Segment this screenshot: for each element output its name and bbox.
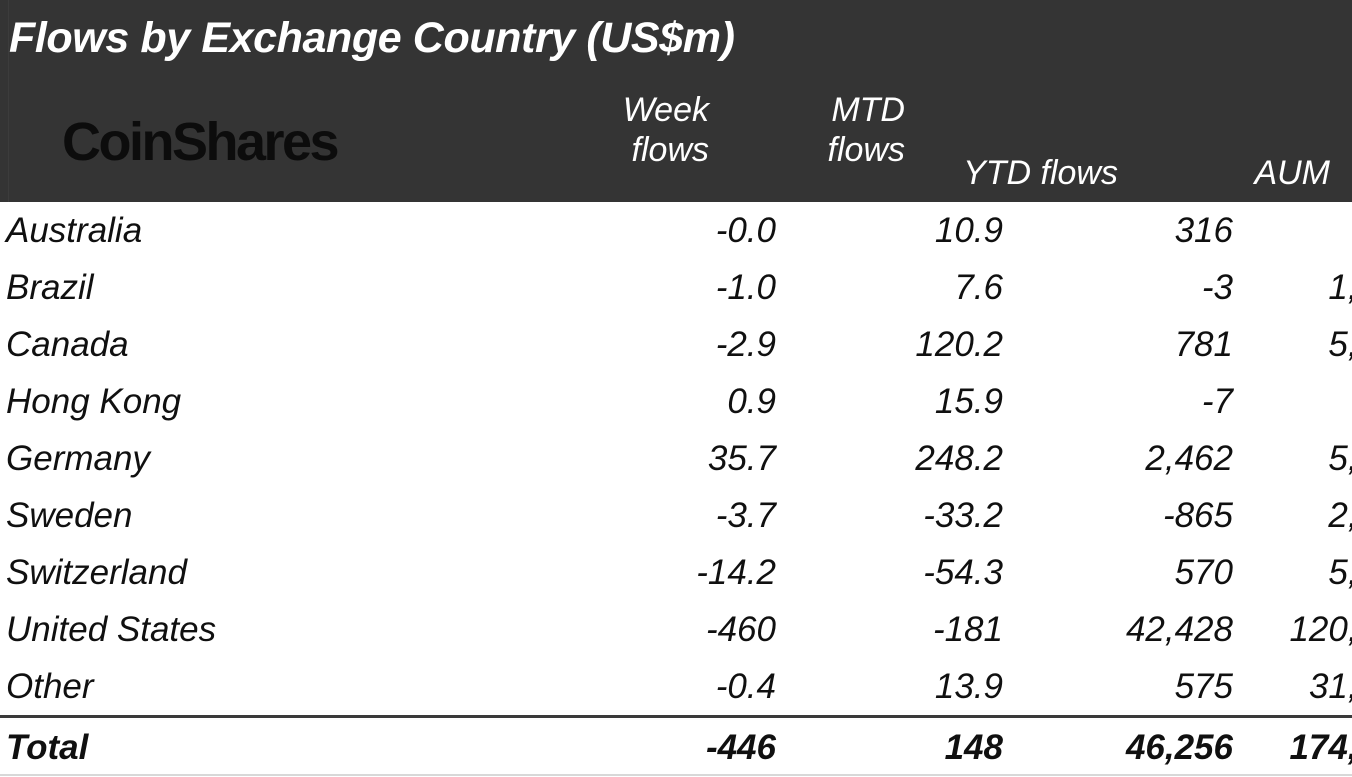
column-header-week-line1: Week	[469, 90, 709, 130]
cell-aum: 5,541	[1251, 430, 1352, 487]
cell-aum: 31,979	[1251, 658, 1352, 717]
column-header-aum: AUM	[1110, 153, 1330, 193]
column-header-aum-line2: AUM	[1110, 153, 1330, 193]
column-header-ytd-line2: YTD flows	[818, 153, 1118, 193]
row-label: Hong Kong	[0, 373, 581, 430]
cell-ytd: 2,462	[1021, 430, 1251, 487]
cell-ytd: 46,256	[1021, 717, 1251, 777]
row-label: Sweden	[0, 487, 581, 544]
cell-ytd: -7	[1021, 373, 1251, 430]
cell-week: -3.7	[581, 487, 798, 544]
row-label: Switzerland	[0, 544, 581, 601]
cell-mtd: 120.2	[798, 316, 1021, 373]
cell-ytd: 575	[1021, 658, 1251, 717]
cell-mtd: 15.9	[798, 373, 1021, 430]
row-label: Brazil	[0, 259, 581, 316]
cell-week: -2.9	[581, 316, 798, 373]
cell-week: 35.7	[581, 430, 798, 487]
cell-ytd: 781	[1021, 316, 1251, 373]
row-label: Other	[0, 658, 581, 717]
cell-ytd: 42,428	[1021, 601, 1251, 658]
cell-aum: 2,529	[1251, 487, 1352, 544]
cell-week: -460	[581, 601, 798, 658]
cell-mtd: -54.3	[798, 544, 1021, 601]
row-label: Canada	[0, 316, 581, 373]
cell-mtd: -181	[798, 601, 1021, 658]
cell-week: -446	[581, 717, 798, 777]
cell-mtd: 7.6	[798, 259, 1021, 316]
cell-ytd: 316	[1021, 202, 1251, 259]
cell-mtd: -33.2	[798, 487, 1021, 544]
column-header-ytd-flows: YTD flows	[818, 153, 1118, 193]
cell-aum: 169	[1251, 202, 1352, 259]
page-title: Flows by Exchange Country (US$m)	[9, 12, 735, 64]
column-header-week-flows: Week flows	[469, 90, 709, 170]
cell-ytd: -865	[1021, 487, 1251, 544]
cell-mtd: 148	[798, 717, 1021, 777]
cell-ytd: -3	[1021, 259, 1251, 316]
cell-week: -0.4	[581, 658, 798, 717]
cell-mtd: 10.9	[798, 202, 1021, 259]
table-row: Australia-0.010.9316169	[0, 202, 1352, 259]
cell-aum: 5,853	[1251, 544, 1352, 601]
column-header-week-line2: flows	[469, 130, 709, 170]
table-header-band: Flows by Exchange Country (US$m) CoinSha…	[0, 0, 1352, 202]
cell-aum: 1,322	[1251, 259, 1352, 316]
cell-ytd: 570	[1021, 544, 1251, 601]
cell-mtd: 248.2	[798, 430, 1021, 487]
row-label: Total	[0, 717, 581, 777]
cell-week: 0.9	[581, 373, 798, 430]
coinshares-logo: CoinShares	[62, 112, 337, 172]
cell-mtd: 13.9	[798, 658, 1021, 717]
flows-table: Australia-0.010.9316169Brazil-1.07.6-31,…	[0, 202, 1352, 777]
row-label: Germany	[0, 430, 581, 487]
cell-aum: 5,391	[1251, 316, 1352, 373]
cell-aum: 120,905	[1251, 601, 1352, 658]
row-label: United States	[0, 601, 581, 658]
table-row: Brazil-1.07.6-31,322	[0, 259, 1352, 316]
row-label: Australia	[0, 202, 581, 259]
cell-week: -14.2	[581, 544, 798, 601]
cell-aum: 174,236	[1251, 717, 1352, 777]
column-header-mtd-line1: MTD	[685, 90, 905, 130]
cell-week: -0.0	[581, 202, 798, 259]
cell-aum: 546	[1251, 373, 1352, 430]
cell-week: -1.0	[581, 259, 798, 316]
table-body: Australia-0.010.9316169Brazil-1.07.6-31,…	[0, 202, 1352, 777]
